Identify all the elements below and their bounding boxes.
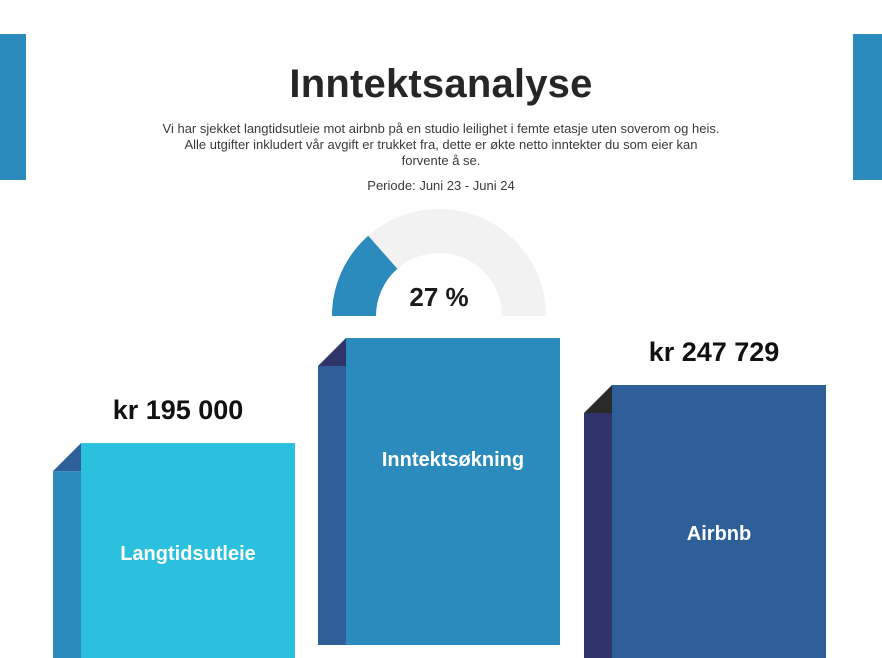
- description-text: Vi har sjekket langtidsutleie mot airbnb…: [162, 121, 720, 168]
- right-accent-bar: [853, 34, 882, 180]
- gauge-track: [332, 209, 546, 316]
- gauge-percent-label: 27 %: [409, 282, 469, 312]
- bar-front-langtidsutleie: [81, 443, 295, 658]
- bar-langtidsutleie: [53, 443, 295, 658]
- bar-label-langtidsutleie: Langtidsutleie: [120, 542, 256, 565]
- page-title: Inntektsanalyse: [289, 62, 593, 106]
- bar-front-airbnb: [612, 385, 826, 658]
- period-text: Periode: Juni 23 - Juni 24: [367, 178, 515, 193]
- bar-airbnb: [584, 385, 826, 658]
- bar-side-inntektsokning: [318, 366, 346, 645]
- left-accent-bar: [0, 34, 26, 180]
- bar-label-airbnb: Airbnb: [686, 523, 752, 546]
- bar-label-inntektsokning: Inntektsøkning: [381, 448, 525, 471]
- gauge-fill: [332, 235, 398, 316]
- increase-gauge: [332, 209, 546, 316]
- bar-top-langtidsutleie: [53, 443, 81, 472]
- value-label-airbnb: kr 247 729: [648, 337, 780, 367]
- bar-side-langtidsutleie: [53, 471, 81, 658]
- bar-side-airbnb: [584, 413, 612, 658]
- bar-top-inntektsokning: [318, 338, 346, 366]
- bar-inntektsokning: [318, 338, 560, 645]
- bar-front-inntektsokning: [346, 338, 560, 645]
- bar-top-airbnb: [584, 385, 612, 413]
- value-label-langtidsutleie: kr 195 000: [112, 395, 244, 426]
